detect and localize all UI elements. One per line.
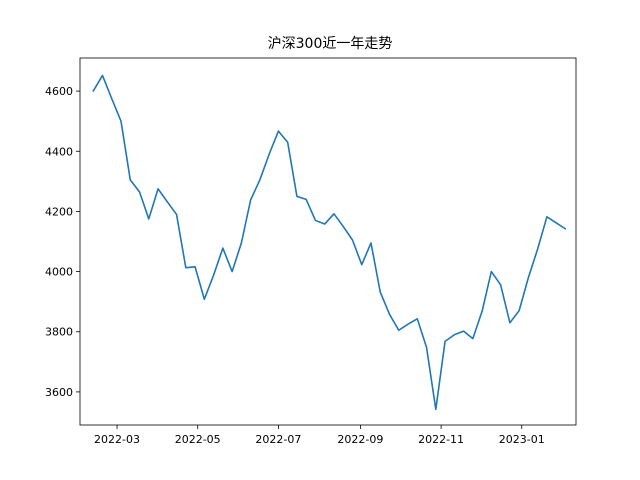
x-tick-label: 2022-11 xyxy=(418,433,464,446)
x-tick-label: 2022-03 xyxy=(94,433,140,446)
x-tick-label: 2022-07 xyxy=(255,433,301,446)
chart-title: 沪深300近一年走势 xyxy=(268,36,393,52)
series-layer xyxy=(92,74,567,411)
x-tick-label: 2023-01 xyxy=(499,433,545,446)
y-tick-label: 3600 xyxy=(45,386,73,399)
series-line-0 xyxy=(92,74,567,411)
axis-ticks: 3600 3800 4000 4200 4400 4600 2022-03 2022-05 20… xyxy=(45,85,545,446)
y-tick-label: 4200 xyxy=(45,205,73,218)
y-tick-label: 4000 xyxy=(45,266,73,279)
y-tick-label: 4400 xyxy=(45,145,73,158)
x-tick-label: 2022-05 xyxy=(175,433,221,446)
x-tick-label: 2022-09 xyxy=(337,433,383,446)
plot-area-frame xyxy=(79,57,577,426)
y-tick-label: 4600 xyxy=(45,85,73,98)
y-tick-label: 3800 xyxy=(45,326,73,339)
